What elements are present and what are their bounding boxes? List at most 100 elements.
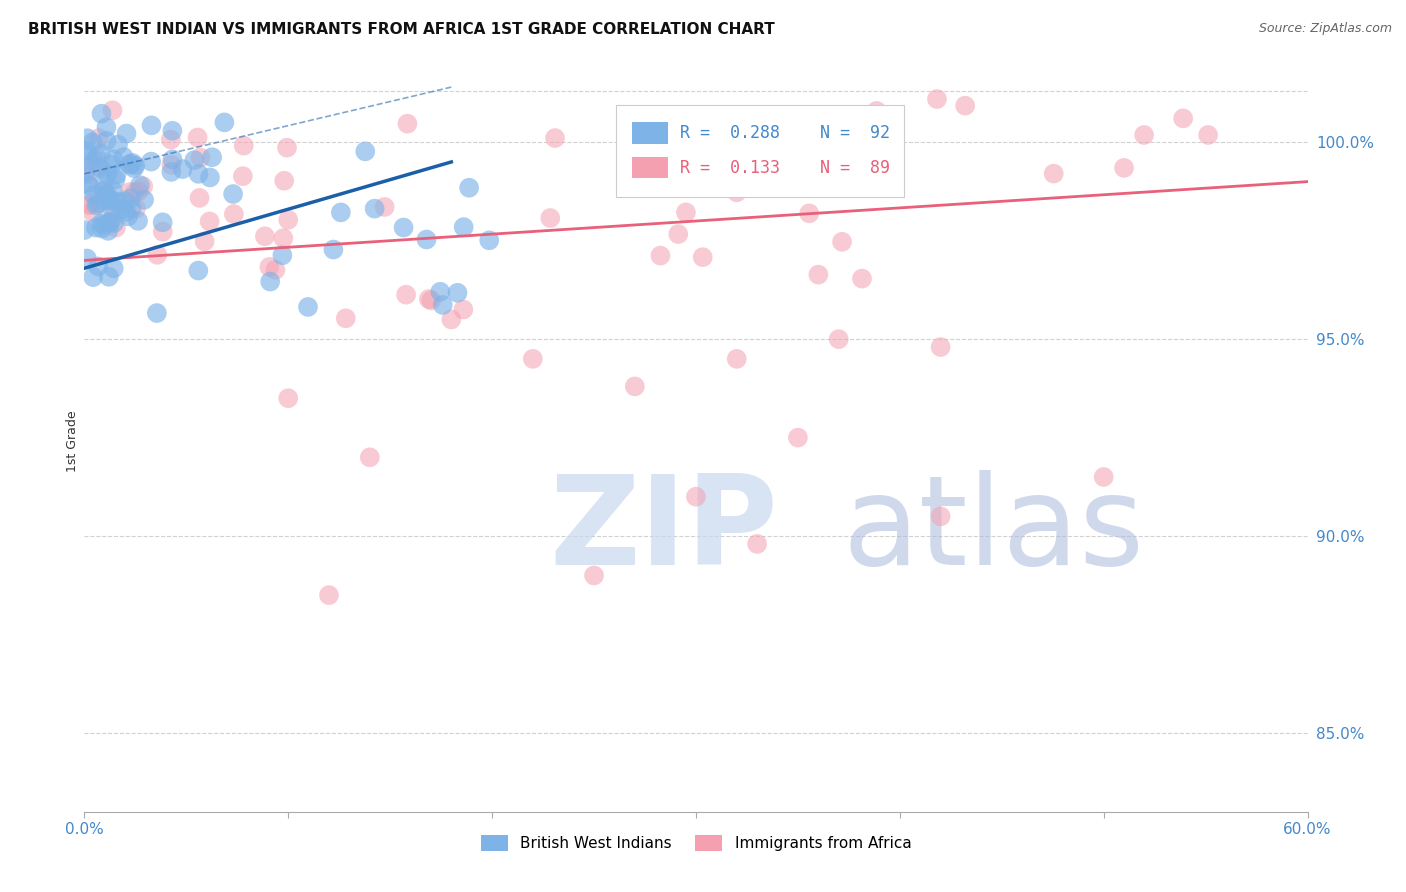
Point (259, 260, 281, 274)
Point (742, 119, 765, 133)
Point (87, 131, 110, 145)
Point (87, 196, 110, 211)
Y-axis label: 1st Grade: 1st Grade (66, 410, 79, 473)
Point (271, 248, 294, 262)
FancyBboxPatch shape (633, 157, 668, 178)
Point (277, 391, 299, 405)
Point (105, 194, 128, 209)
Point (160, 165, 183, 179)
Point (101, 103, 124, 118)
Point (725, 186, 748, 200)
Point (84, 153, 107, 167)
Point (77, 148, 100, 162)
Point (162, 124, 184, 138)
Point (851, 271, 873, 285)
Point (807, 268, 830, 282)
Point (866, 103, 889, 118)
Point (76, 131, 98, 145)
Point (86, 151, 108, 165)
Point (929, 509, 952, 524)
Point (1197, 128, 1219, 142)
Point (96, 186, 118, 201)
Point (354, 145, 377, 159)
Point (127, 214, 149, 228)
Point (115, 127, 138, 141)
Point (91, 184, 114, 198)
Point (264, 262, 287, 277)
Point (94, 188, 117, 202)
Point (395, 287, 418, 301)
Point (103, 261, 125, 276)
Point (98, 216, 121, 230)
Point (1042, 167, 1064, 181)
Point (121, 202, 143, 216)
Point (846, 128, 869, 143)
Point (432, 298, 454, 312)
Point (187, 167, 209, 181)
Point (253, 229, 276, 244)
Text: atlas: atlas (842, 470, 1144, 591)
Point (82, 135, 104, 149)
Point (259, 275, 281, 289)
Point (124, 159, 146, 173)
Point (100, 194, 122, 208)
Point (415, 232, 437, 246)
Point (105, 167, 128, 181)
Point (583, 568, 606, 582)
Point (90, 216, 112, 230)
Point (104, 172, 127, 186)
Point (121, 156, 143, 170)
Point (429, 285, 451, 299)
Point (87, 260, 110, 274)
Point (112, 150, 135, 164)
Point (183, 153, 205, 168)
Point (76, 252, 98, 266)
Point (160, 158, 183, 172)
Point (214, 115, 236, 129)
Point (860, 138, 883, 153)
Text: R =  0.133    N =  89: R = 0.133 N = 89 (681, 159, 890, 177)
Point (277, 212, 299, 227)
Point (747, 537, 769, 551)
Point (75, 166, 97, 180)
Point (188, 191, 211, 205)
Legend: British West Indians, Immigrants from Africa: British West Indians, Immigrants from Af… (474, 830, 918, 857)
Text: ZIP: ZIP (550, 470, 778, 591)
Point (396, 117, 419, 131)
Point (162, 153, 184, 167)
Point (128, 184, 150, 198)
Point (104, 220, 127, 235)
Point (129, 178, 152, 193)
Point (222, 187, 245, 202)
Point (103, 216, 125, 230)
Point (114, 194, 136, 208)
Point (815, 126, 838, 140)
Point (273, 231, 295, 245)
Point (87, 160, 110, 174)
Point (1092, 470, 1115, 484)
Point (458, 180, 481, 194)
Point (82, 205, 104, 219)
Point (329, 205, 352, 219)
Point (627, 153, 650, 168)
Point (118, 158, 141, 172)
Point (831, 235, 853, 249)
Point (1133, 128, 1156, 142)
Point (97, 224, 120, 238)
Point (152, 215, 174, 229)
Point (925, 92, 948, 106)
Point (198, 214, 221, 228)
Point (198, 170, 221, 185)
Point (692, 250, 714, 264)
Point (675, 205, 697, 219)
Text: Source: ZipAtlas.com: Source: ZipAtlas.com (1258, 22, 1392, 36)
Point (98, 214, 121, 228)
Point (232, 138, 254, 153)
Point (101, 184, 124, 198)
Point (141, 119, 163, 133)
Point (453, 220, 475, 235)
Point (146, 306, 169, 320)
Point (194, 235, 217, 249)
Point (103, 202, 125, 216)
Point (139, 154, 162, 169)
